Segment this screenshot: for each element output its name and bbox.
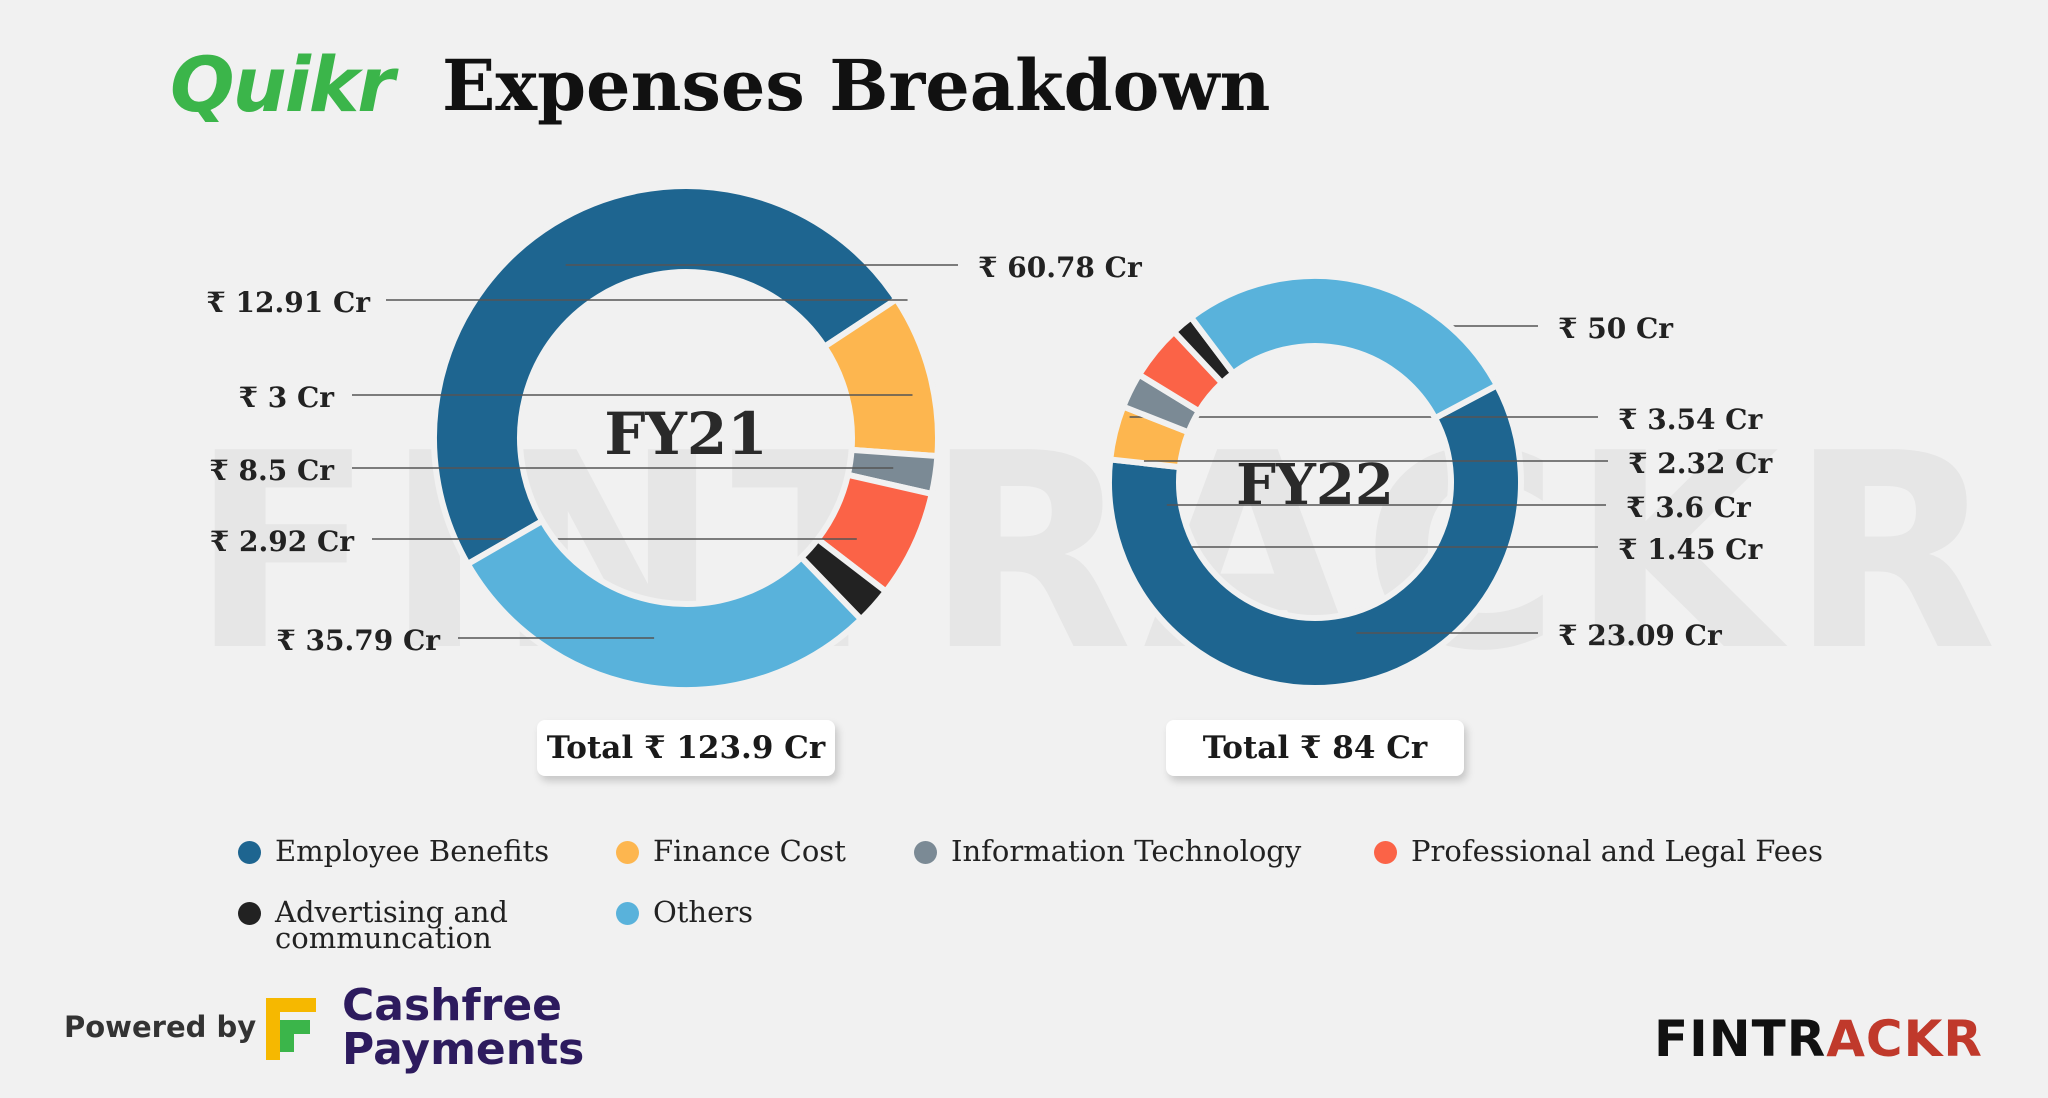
- legend-item: Professional and Legal Fees: [1374, 834, 1823, 868]
- legend-item: Employee Benefits: [238, 834, 550, 868]
- fintrackr-logo-part1: FINTR: [1654, 1010, 1827, 1068]
- data-label: ₹ 8.5 Cr: [209, 454, 335, 487]
- data-label: ₹ 2.92 Cr: [210, 525, 355, 558]
- legend-dot: [616, 902, 639, 925]
- legend-label: Finance Cost: [653, 834, 846, 868]
- legend-label: Professional and Legal Fees: [1411, 834, 1823, 868]
- legend-dot: [238, 902, 261, 925]
- data-label: ₹ 23.09 Cr: [1558, 619, 1723, 652]
- quikr-logo: Quikr: [170, 40, 395, 129]
- data-label: ₹ 50 Cr: [1558, 312, 1674, 345]
- legend-dot: [616, 841, 639, 864]
- legend-dot: [238, 841, 261, 864]
- cashfree-logo-icon: [266, 998, 316, 1060]
- legend-label: Employee Benefits: [275, 834, 550, 868]
- fy22-total-badge: Total ₹ 84 Cr: [1166, 720, 1464, 776]
- data-label: ₹ 60.78 Cr: [978, 251, 1143, 284]
- legend-dot: [914, 841, 937, 864]
- data-label: ₹ 12.91 Cr: [206, 286, 371, 319]
- cashfree-payments-logo: Cashfree Payments: [342, 984, 584, 1072]
- legend-label: Others: [653, 895, 754, 929]
- cashfree-line1: Cashfree: [342, 980, 563, 1031]
- fy21-center-label: FY21: [604, 400, 767, 468]
- fy22-donut-segment: [1106, 382, 1524, 691]
- fy22-center-label: FY22: [1236, 452, 1394, 518]
- page-title: Expenses Breakdown: [442, 44, 1271, 127]
- fy21-total-badge: Total ₹ 123.9 Cr: [537, 720, 835, 776]
- legend-item: Advertising and communcation: [238, 895, 528, 955]
- chart-legend: Employee Benefits Finance Cost Informati…: [238, 830, 1838, 960]
- data-label: ₹ 3.6 Cr: [1626, 491, 1752, 524]
- cashfree-line2: Payments: [342, 1024, 585, 1075]
- data-label: ₹ 2.32 Cr: [1628, 447, 1773, 480]
- data-label: ₹ 1.45 Cr: [1618, 533, 1763, 566]
- data-label: ₹ 35.79 Cr: [276, 624, 441, 657]
- legend-item: Information Technology: [914, 834, 1302, 868]
- legend-label: Advertising and communcation: [275, 895, 508, 955]
- legend-label: Information Technology: [951, 834, 1302, 868]
- fintrackr-logo-part2: ACKR: [1826, 1010, 1983, 1068]
- fy21-donut-segment: [431, 183, 900, 567]
- fy21-donut-segment: [464, 518, 865, 693]
- fy22-donut-segment: [1188, 273, 1500, 422]
- powered-by-label: Powered by: [64, 1010, 257, 1044]
- legend-item: Finance Cost: [616, 834, 846, 868]
- legend-dot: [1374, 841, 1397, 864]
- fintrackr-logo: FINTRACKR: [1654, 1010, 1983, 1068]
- legend-item: Others: [616, 895, 754, 929]
- data-label: ₹ 3 Cr: [239, 381, 336, 414]
- data-label: ₹ 3.54 Cr: [1618, 403, 1763, 436]
- quikr-logo-text: Quikr: [170, 40, 395, 129]
